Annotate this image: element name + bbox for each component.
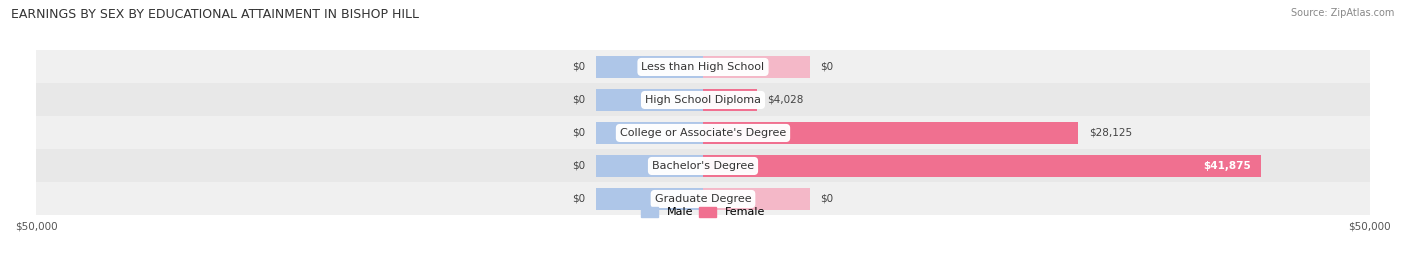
Bar: [703, 188, 810, 210]
Text: Source: ZipAtlas.com: Source: ZipAtlas.com: [1291, 8, 1395, 18]
Bar: [37, 150, 1369, 183]
Bar: [703, 56, 810, 78]
Bar: [703, 89, 756, 111]
Bar: [703, 122, 1078, 144]
Legend: Male, Female: Male, Female: [637, 202, 769, 222]
Bar: [703, 155, 1261, 177]
Text: High School Diploma: High School Diploma: [645, 95, 761, 105]
Bar: [596, 89, 703, 111]
Text: $0: $0: [820, 62, 834, 72]
Text: Less than High School: Less than High School: [641, 62, 765, 72]
Text: $0: $0: [820, 194, 834, 204]
Text: College or Associate's Degree: College or Associate's Degree: [620, 128, 786, 138]
Bar: [37, 117, 1369, 150]
Bar: [596, 155, 703, 177]
Text: $0: $0: [572, 128, 586, 138]
Bar: [37, 183, 1369, 215]
Text: $0: $0: [572, 95, 586, 105]
Text: $0: $0: [572, 62, 586, 72]
Text: $4,028: $4,028: [768, 95, 804, 105]
Bar: [596, 122, 703, 144]
Bar: [37, 50, 1369, 83]
Bar: [37, 83, 1369, 117]
Text: $0: $0: [572, 161, 586, 171]
Bar: [596, 188, 703, 210]
Text: $41,875: $41,875: [1204, 161, 1251, 171]
Text: Bachelor's Degree: Bachelor's Degree: [652, 161, 754, 171]
Text: $28,125: $28,125: [1088, 128, 1132, 138]
Text: Graduate Degree: Graduate Degree: [655, 194, 751, 204]
Text: $0: $0: [572, 194, 586, 204]
Text: EARNINGS BY SEX BY EDUCATIONAL ATTAINMENT IN BISHOP HILL: EARNINGS BY SEX BY EDUCATIONAL ATTAINMEN…: [11, 8, 419, 21]
Bar: [596, 56, 703, 78]
